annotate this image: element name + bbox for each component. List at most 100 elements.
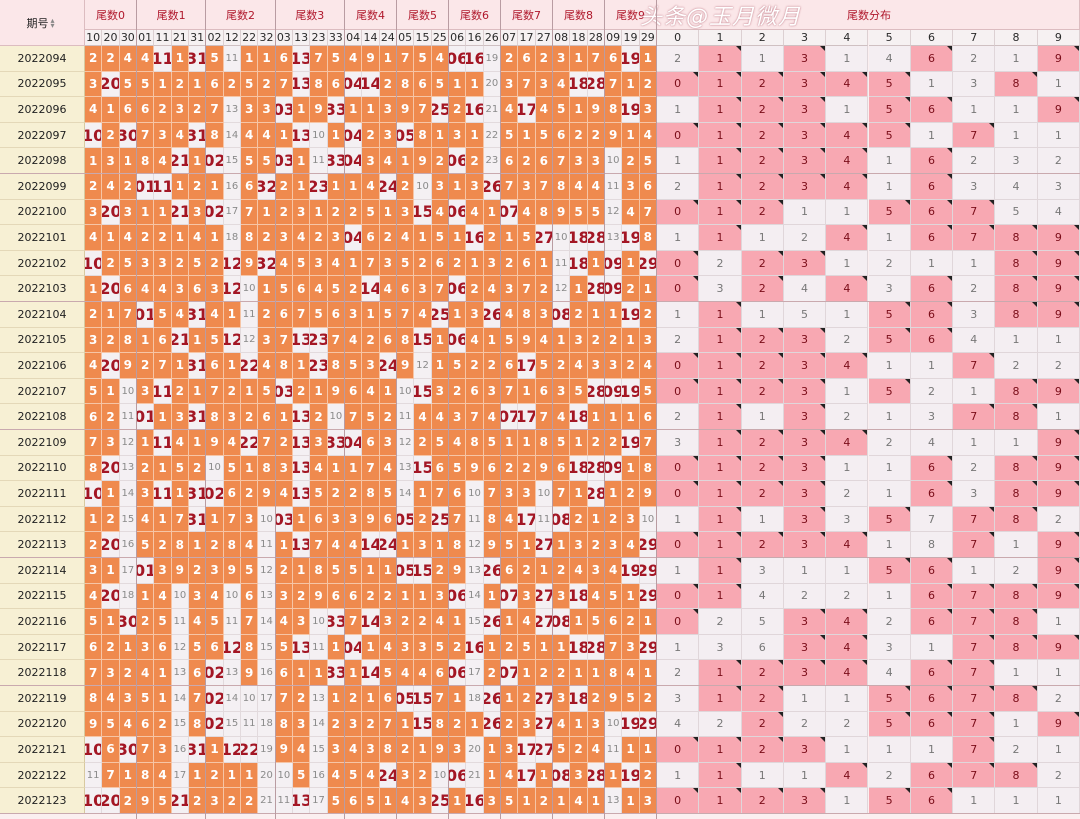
distribution-hit: 4	[826, 71, 869, 98]
miss-count: 8	[241, 634, 259, 661]
tail-distribution-header[interactable]: 尾数分布	[657, 0, 1080, 30]
table-row[interactable]: 2022098131842110215550311133043419206223…	[0, 148, 1080, 174]
table-row[interactable]: 2022096416623271333031933113972521621417…	[0, 97, 1080, 123]
miss-count: 2	[518, 558, 536, 584]
miss-count: 6	[535, 378, 553, 405]
tail-group-header-1[interactable]: 尾数1	[137, 0, 207, 30]
miss-count: 8	[431, 711, 449, 738]
corner-marker-icon	[947, 788, 953, 794]
table-row[interactable]: 2022117621361256128155131110414335216125…	[0, 634, 1080, 661]
tail-group-header-7[interactable]: 尾数7	[501, 0, 553, 30]
distribution-hit: 0	[657, 378, 700, 405]
sort-icon[interactable]: ▴ ▾	[50, 15, 55, 30]
miss-count: 4	[345, 46, 363, 72]
table-row[interactable]: 2022109731211141942272133330463122548511…	[0, 430, 1080, 456]
distribution-hit: 5	[868, 506, 911, 533]
drawn-number: 21	[171, 327, 189, 354]
distribution-hit: 2	[741, 174, 784, 200]
period-cell: 2022095	[0, 71, 85, 98]
miss-count: 3	[414, 276, 432, 302]
table-row[interactable]: 2022111101143111310262941352285141761073…	[0, 481, 1080, 507]
table-row[interactable]: 2022100320311213021771231225131540641074…	[0, 199, 1080, 226]
miss-count: 15	[258, 634, 276, 661]
table-row[interactable]: 2022094224411131511116137549175406161926…	[0, 46, 1080, 72]
tail-group-header-0[interactable]: 尾数0	[85, 0, 137, 30]
corner-marker-icon	[1031, 583, 1037, 589]
miss-count: 10	[223, 583, 241, 610]
miss-count: 1	[102, 97, 120, 123]
miss-count: 4	[622, 532, 640, 558]
period-cell: 2022100	[0, 199, 85, 226]
drawn-number: 02	[206, 481, 224, 507]
table-row[interactable]: 2022099242011112116632212311424210313267…	[0, 174, 1080, 200]
miss-count: 5	[570, 378, 588, 405]
table-row[interactable]: 2022121106307316311122219941534382193201…	[0, 737, 1080, 763]
miss-count: 9	[258, 481, 276, 507]
miss-count: 1	[206, 225, 224, 251]
miss-count: 10	[605, 711, 623, 738]
distribution-miss: 2	[826, 404, 869, 430]
miss-count: 19	[258, 737, 276, 763]
miss-count: 2	[605, 506, 623, 533]
tail-group-header-8[interactable]: 尾数8	[553, 0, 605, 30]
tail-group-header-5[interactable]: 尾数5	[397, 0, 449, 30]
table-row[interactable]: 2022103120644363121015645214463706243721…	[0, 276, 1080, 302]
miss-count: 5	[223, 455, 241, 482]
corner-marker-icon	[947, 686, 953, 691]
miss-count: 1	[293, 353, 311, 379]
table-row[interactable]: 2022116513025114511714431033714322411526…	[0, 609, 1080, 635]
corner-marker-icon	[989, 506, 995, 512]
miss-count: 5	[449, 353, 467, 379]
distribution-hit: 0	[657, 583, 700, 610]
tail-group-header-2[interactable]: 尾数2	[206, 0, 276, 30]
table-row[interactable]: 2022122117184171211201051645424321006211…	[0, 762, 1080, 789]
distribution-miss: 1	[783, 199, 827, 226]
miss-count: 4	[327, 532, 345, 558]
table-row[interactable]: 2022115420181410341061332966221130614107…	[0, 583, 1080, 610]
drawn-number: 01	[137, 404, 155, 430]
distribution-miss: 2	[657, 404, 700, 430]
distribution-hit: 1	[699, 481, 742, 507]
table-row[interactable]: 2022114311701392395122185511051529132662…	[0, 558, 1080, 584]
table-row[interactable]: 2022110820132152105183134117413156596229…	[0, 455, 1080, 482]
miss-count: 1	[275, 122, 293, 149]
miss-count: 2	[535, 46, 553, 72]
table-row[interactable]: 2022106420927131612248123853249121522617…	[0, 353, 1080, 379]
table-row[interactable]: 2022095320551216252713860414286511203734…	[0, 71, 1080, 98]
distribution-hit: 2	[741, 199, 784, 226]
table-row[interactable]: 2022119843511470214101772131216051571182…	[0, 686, 1080, 712]
miss-count: 14	[119, 481, 137, 507]
table-row[interactable]: 2022101414221411882342304624151162152710…	[0, 225, 1080, 251]
miss-count: 3	[154, 250, 172, 277]
miss-count: 1	[241, 762, 259, 789]
table-row[interactable]: 2022097102307343181444113101042305813122…	[0, 122, 1080, 149]
miss-count: 9	[327, 378, 345, 405]
table-row[interactable]: 2022105328162115121237132374268151064159…	[0, 327, 1080, 354]
table-row[interactable]: 2022123102029521232221111317565143251163…	[0, 788, 1080, 814]
table-row[interactable]: 2022104217015431411126756315742513264830…	[0, 302, 1080, 328]
table-row[interactable]: 2022120954621580215111883142327115821262…	[0, 711, 1080, 738]
miss-count: 6	[639, 404, 657, 430]
miss-count: 5	[206, 46, 224, 72]
table-row[interactable]: 2022107511031121721503219641101532637163…	[0, 378, 1080, 405]
miss-count: 2	[379, 225, 397, 251]
miss-count: 1	[639, 660, 657, 686]
corner-marker-icon	[947, 148, 953, 154]
table-row[interactable]: 2022108621101133183261132107521144374071…	[0, 404, 1080, 430]
drawn-number: 09	[605, 378, 623, 405]
miss-count: 2	[605, 327, 623, 354]
table-row[interactable]: 2022113220165281284111137441424131812951…	[0, 532, 1080, 558]
table-row[interactable]: 2022118732411360213916611331145446061720…	[0, 660, 1080, 686]
table-row[interactable]: 2022102102533252129324534173526213261111…	[0, 250, 1080, 277]
tail-group-header-9[interactable]: 尾数9	[605, 0, 657, 30]
distribution-hit: 8	[995, 609, 1038, 635]
tail-group-header-3[interactable]: 尾数3	[275, 0, 345, 30]
drawn-number: 25	[431, 97, 449, 123]
table-row[interactable]: 2022112121541731173100316339605225711841…	[0, 506, 1080, 533]
miss-count: 2	[379, 71, 397, 98]
distribution-miss: 1	[741, 404, 784, 430]
period-header[interactable]: 期号 ▴ ▾	[0, 0, 85, 46]
distribution-hit: 2	[741, 71, 784, 98]
tail-group-header-4[interactable]: 尾数4	[345, 0, 397, 30]
tail-group-header-6[interactable]: 尾数6	[449, 0, 501, 30]
